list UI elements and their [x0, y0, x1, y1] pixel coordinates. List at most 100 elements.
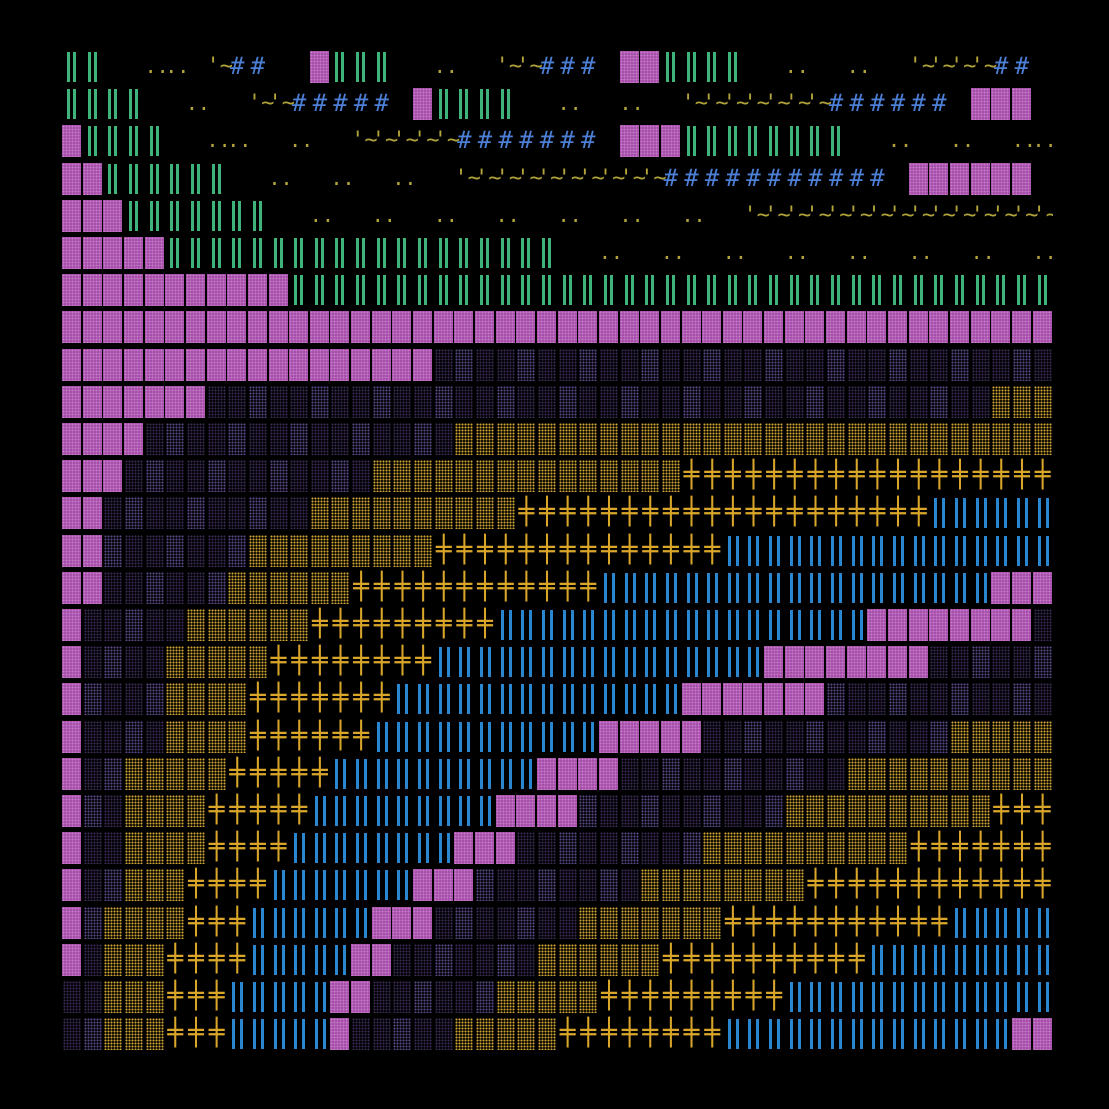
- olive-dots: ..: [722, 240, 747, 264]
- gold-dot-block: [805, 792, 825, 829]
- dark-dot-block: [826, 680, 846, 717]
- gold-plus: ╪: [435, 571, 452, 602]
- gold-plus: ╪: [208, 906, 225, 937]
- magenta-block: [62, 532, 82, 569]
- gold-plus: ╪: [229, 869, 246, 900]
- dark-dot-block: [434, 383, 454, 420]
- magenta-block: [62, 569, 82, 606]
- gold-dot-block: [599, 457, 619, 494]
- green-bars: [124, 85, 144, 122]
- gold-dot-block: [1012, 420, 1032, 457]
- green-bars: [165, 234, 185, 271]
- dark-dot-block: [537, 383, 557, 420]
- green-bars: [805, 122, 825, 159]
- dark-dot-block: [516, 866, 536, 903]
- dark-dot-block: [496, 866, 516, 903]
- blue-bars: [723, 1015, 743, 1052]
- gold-plus: ╪: [993, 832, 1010, 863]
- magenta-block: [371, 308, 392, 345]
- empty: [269, 48, 289, 85]
- green-bars: [289, 271, 309, 308]
- gold-dot-block: [971, 718, 991, 755]
- gold-plus: ╪: [477, 609, 493, 639]
- dark-dot-block: [867, 383, 887, 420]
- dark-dot-block: [620, 866, 640, 903]
- dark-dot-block: [227, 532, 247, 569]
- gold-dot-block: [351, 532, 371, 569]
- blue-bars: [392, 755, 412, 792]
- dark-dot-block: [475, 978, 495, 1015]
- empty: [227, 160, 247, 197]
- empty: [888, 234, 908, 271]
- green-bars: [186, 234, 206, 271]
- gold-plus: ╪: [539, 534, 555, 565]
- blue-bars: [826, 978, 846, 1015]
- magenta-block: [247, 308, 268, 345]
- dark-dot-block: [145, 569, 165, 606]
- gold-dot-block: [640, 457, 660, 494]
- magenta-block: [908, 643, 929, 680]
- glyph-cell: '~: [392, 128, 419, 154]
- blue-bars: [434, 829, 454, 866]
- gold-dot-block: [145, 904, 165, 941]
- magenta-block: [309, 48, 330, 85]
- dark-dot-block: [888, 346, 908, 383]
- blue-bars: [764, 532, 784, 569]
- green-bars: [289, 234, 309, 271]
- gold-plus: ╪: [291, 646, 307, 677]
- gold-dot-block: [578, 457, 598, 494]
- empty: [743, 234, 763, 271]
- empty: [558, 234, 578, 271]
- green-bars: [372, 271, 392, 308]
- gold-plus: ╪: [745, 497, 762, 528]
- gold-dot-block: [310, 494, 330, 531]
- glyph-cell: '~: [784, 91, 812, 117]
- blue-hash: #: [333, 89, 348, 118]
- gold-dot-block: [537, 1015, 557, 1052]
- blue-bars: [351, 792, 371, 829]
- empty: [702, 197, 722, 234]
- green-bars: [145, 197, 165, 234]
- magenta-block: [433, 866, 454, 903]
- gold-dot-block: [413, 457, 433, 494]
- blue-bars: [1033, 978, 1053, 1015]
- dark-dot-block: [537, 346, 557, 383]
- gold-dot-block: [475, 457, 495, 494]
- gold-plus: ╪: [910, 832, 927, 863]
- blue-bars: [785, 978, 805, 1015]
- blue-bars: [1033, 941, 1053, 978]
- magenta-block: [495, 829, 516, 866]
- dark-dot-block: [764, 792, 784, 829]
- gold-plus: ╪: [663, 1018, 679, 1049]
- dark-dot-block: [558, 346, 578, 383]
- gold-dot-block: [248, 643, 268, 680]
- dark-dot-block: [764, 718, 784, 755]
- gold-dot-block: [165, 643, 185, 680]
- empty: [702, 234, 722, 271]
- blue-bars: [723, 606, 743, 643]
- olive-wave: '~: [557, 165, 585, 191]
- gold-dot-block: [867, 755, 887, 792]
- gold-dot-block: [103, 1015, 123, 1052]
- magenta-block: [1032, 308, 1053, 345]
- gold-plus: ╪: [167, 1018, 184, 1049]
- gold-dot-block: [537, 457, 557, 494]
- green-bars: [558, 271, 578, 308]
- dark-dot-block: [124, 532, 144, 569]
- gold-plus: ╪: [993, 460, 1010, 491]
- gold-plus: ╪: [621, 981, 638, 1011]
- olive-wave: '~: [247, 91, 275, 117]
- dark-dot-block: [62, 978, 82, 1015]
- blue-hash: #: [746, 163, 761, 192]
- magenta-block: [536, 308, 557, 345]
- green-bars: [971, 271, 991, 308]
- dark-dot-block: [537, 904, 557, 941]
- magenta-block: [598, 308, 619, 345]
- green-bars: [620, 271, 640, 308]
- magenta-block: [62, 606, 82, 643]
- green-bars: [496, 271, 516, 308]
- green-bars: [124, 122, 144, 159]
- dark-dot-block: [929, 346, 949, 383]
- olive-wave: '~: [475, 165, 502, 191]
- art-row: ╪ ╪ ╪ ╪ ╪ ╪ ╪ ╪ ╪: [62, 606, 1053, 643]
